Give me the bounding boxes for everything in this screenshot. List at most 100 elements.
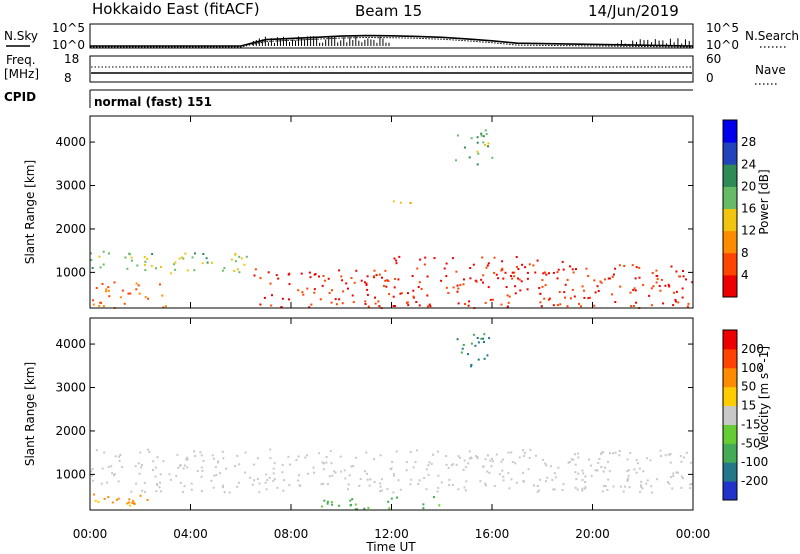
data-cell	[368, 484, 371, 487]
data-cell	[414, 461, 417, 464]
data-cell	[217, 460, 220, 463]
velocity-y-ticks: 1000 2000 3000 4000	[55, 337, 693, 481]
data-cell	[405, 301, 408, 304]
data-cell	[670, 265, 673, 268]
data-cell	[593, 279, 596, 282]
data-cell	[651, 272, 654, 274]
data-cell	[420, 288, 423, 290]
data-cell	[485, 133, 488, 136]
data-cell	[476, 141, 479, 144]
data-cell	[572, 271, 575, 274]
data-cell	[527, 468, 530, 471]
colorbar-swatch	[723, 405, 737, 425]
colorbar-swatch	[723, 481, 737, 501]
data-cell	[186, 456, 189, 459]
station-title: Hokkaido East (fitACF)	[92, 0, 260, 18]
data-cell	[495, 273, 498, 276]
data-cell	[427, 305, 429, 308]
data-cell	[273, 478, 276, 481]
data-cell	[289, 463, 291, 466]
data-cell	[545, 273, 548, 276]
data-cell	[365, 451, 368, 454]
data-cell	[259, 303, 262, 306]
data-cell	[456, 338, 459, 341]
data-cell	[313, 288, 316, 291]
data-cell	[437, 474, 440, 477]
data-cell	[571, 288, 574, 291]
data-cell	[304, 456, 307, 459]
data-cell	[480, 134, 483, 137]
data-cell	[598, 458, 601, 460]
data-cell	[256, 457, 259, 460]
data-cell	[482, 135, 485, 138]
data-cell	[225, 467, 228, 470]
data-cell	[655, 269, 658, 272]
nave-tick-top: 60	[706, 52, 721, 66]
data-cell	[133, 502, 136, 505]
data-cell	[576, 488, 579, 491]
data-cell	[634, 289, 637, 292]
data-cell	[211, 454, 214, 457]
data-cell	[564, 283, 567, 286]
data-cell	[319, 298, 322, 301]
noise-tick-right-top: 10^5	[706, 21, 739, 35]
data-cell	[457, 302, 460, 305]
colorbar-tick-label: 200	[741, 342, 764, 356]
nave-label: Nave	[755, 63, 786, 77]
data-cell	[388, 507, 391, 510]
data-cell	[515, 256, 518, 258]
data-cell	[618, 264, 621, 267]
data-cell	[436, 490, 439, 493]
data-cell	[588, 296, 591, 299]
data-cell	[219, 472, 222, 475]
data-cell	[234, 253, 237, 256]
data-cell	[221, 269, 224, 272]
data-cell	[656, 277, 659, 280]
data-cell	[424, 256, 427, 259]
data-cell	[373, 269, 376, 272]
colorbar-tick-label: -15	[741, 417, 761, 431]
data-cell	[545, 464, 548, 467]
data-cell	[135, 482, 138, 485]
data-cell	[129, 292, 132, 295]
data-cell	[372, 275, 375, 278]
data-cell	[103, 497, 106, 500]
freq-unit: [MHz]	[4, 67, 39, 81]
data-cell	[276, 486, 279, 489]
data-cell	[538, 489, 541, 492]
data-cell	[405, 469, 408, 472]
data-cell	[269, 457, 272, 460]
data-cell	[277, 277, 280, 280]
data-cell	[108, 295, 111, 298]
data-cell	[405, 461, 408, 463]
data-cell	[429, 305, 432, 308]
data-cell	[603, 278, 606, 281]
data-cell	[366, 293, 369, 296]
data-cell	[377, 300, 380, 303]
data-cell	[193, 269, 196, 272]
data-cell	[90, 252, 92, 255]
data-cell	[254, 268, 257, 271]
colorbar-swatch	[723, 386, 737, 407]
noise-panel: N.Sky 10^5 10^0 10^5 10^0 N.Search	[4, 21, 799, 52]
data-cell	[558, 291, 561, 294]
y-tick-label: 1000	[55, 467, 86, 481]
data-cell	[587, 297, 590, 300]
data-cell	[339, 470, 342, 473]
data-cell	[288, 484, 291, 487]
data-cell	[508, 295, 511, 298]
data-cell	[581, 479, 584, 481]
colorbar-swatch	[723, 367, 737, 388]
data-cell	[385, 285, 388, 288]
data-cell	[374, 296, 376, 299]
data-cell	[561, 260, 564, 263]
data-cell	[582, 472, 585, 475]
data-cell	[92, 299, 94, 302]
data-cell	[626, 470, 629, 473]
data-cell	[126, 502, 129, 505]
data-cell	[440, 279, 443, 282]
data-cell	[589, 464, 592, 467]
data-cell	[491, 156, 494, 159]
data-cell	[144, 260, 147, 263]
data-cell	[544, 271, 546, 274]
